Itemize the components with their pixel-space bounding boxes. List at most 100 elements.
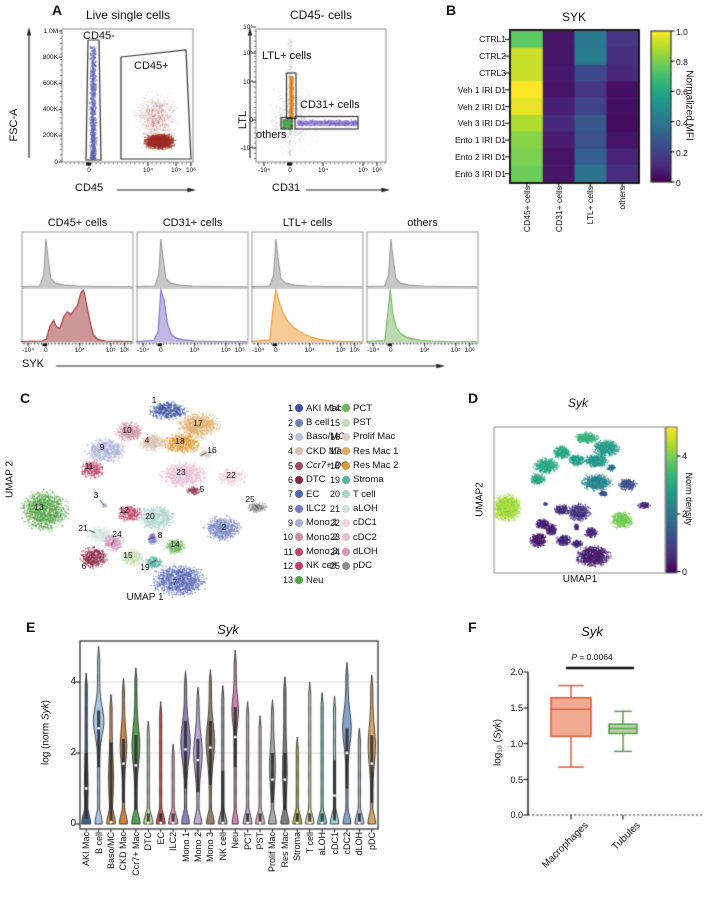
- legend-item-label: AKI Mac: [306, 402, 342, 414]
- box-pvalue-rest: = 0.0064: [576, 652, 613, 662]
- legend-item: 11 Mono 3: [280, 544, 348, 558]
- box-ytick: 0.5: [510, 774, 523, 785]
- histogram-xtick: 10⁵: [450, 347, 461, 354]
- legend-item-label: DTC: [306, 474, 326, 486]
- legend-item: 3 Baso/MC: [280, 430, 348, 444]
- legend-item-number: 15: [329, 417, 340, 428]
- legend-item-label: ILC2: [306, 503, 327, 515]
- legend-item-number: 12: [282, 560, 293, 571]
- legend-color-dot-icon: [295, 547, 303, 556]
- legend-item: 7 EC: [280, 487, 348, 501]
- violin-xlabel: DTC: [143, 831, 154, 851]
- legend-item-number: 25: [329, 560, 340, 571]
- heatmap-cbar-tick: 0.4: [676, 117, 688, 128]
- scatter1-xtick: 10⁴: [142, 167, 154, 174]
- gate-cd45neg-label: CD45-: [83, 30, 115, 42]
- legend-item: 9 Mono 1: [280, 516, 348, 530]
- box-ytick: 1.5: [510, 703, 523, 713]
- legend-item-label: aLOH: [353, 503, 378, 515]
- legend-item-label: PCT: [353, 402, 372, 414]
- heatmap-col-label: CD31+ cells: [553, 186, 564, 233]
- histogram-xtick: 0: [389, 347, 393, 354]
- legend-item: 18 Res Mac 2: [327, 458, 398, 472]
- legend-color-dot-icon: [342, 533, 350, 542]
- violin-ytick: 4: [70, 676, 76, 687]
- legend-color-dot-icon: [342, 447, 350, 456]
- legend-item: 21 aLOH: [327, 501, 398, 515]
- legend-item-number: 7: [287, 489, 293, 500]
- violin-xlabel: CKD Mac: [118, 831, 129, 871]
- density-umap-title: Syk: [567, 396, 588, 410]
- legend-item-label: EC: [306, 488, 320, 500]
- violin-xlabel: cDC2: [341, 831, 352, 855]
- violin-ylabel: log (norm Syk): [41, 678, 52, 788]
- legend-item: 17 Res Mac 1: [327, 444, 398, 458]
- legend-item-number: 11: [283, 546, 293, 557]
- umap-cluster-number: 2: [221, 522, 227, 532]
- heatmap-row-label: Ento 1 IRI D1: [454, 135, 506, 146]
- heatmap-title: SYK: [561, 10, 586, 24]
- violin-ytick: 0: [70, 818, 76, 829]
- violin-xlabel: Mono 1: [180, 831, 191, 862]
- panel-label-e: E: [26, 619, 36, 635]
- legend-color-dot-icon: [342, 561, 350, 570]
- heatmap-cbar-tick: 1.0: [676, 27, 688, 37]
- heatmap-cbar-tick: 0: [676, 178, 681, 188]
- umap-cluster-number: 20: [145, 511, 155, 521]
- umap-cluster-number: 10: [122, 425, 132, 435]
- violin-xlabel: aLOH: [317, 831, 328, 856]
- umap-cluster-number: 9: [99, 442, 105, 452]
- box-ytick: 0.0: [510, 810, 523, 820]
- legend-color-dot-icon: [295, 432, 303, 441]
- legend-item: 20 T cell: [327, 487, 398, 501]
- legend-item: 10 Mono 2: [280, 530, 348, 544]
- legend-item: 4 CKD Mac: [280, 444, 348, 458]
- scatter1-xtick: 10⁶: [186, 167, 196, 174]
- density-cbar-tick: 2: [682, 509, 688, 519]
- legend-item: 12 NK cell: [280, 559, 348, 573]
- scatter2-xtick: 10⁵: [358, 167, 368, 174]
- scatter1-xtick: 10⁵: [171, 167, 181, 174]
- histogram-xtick: 10⁴: [74, 347, 85, 354]
- histogram-xtick: -10⁴: [367, 347, 380, 354]
- legend-item-label: Res Mac 2: [353, 460, 399, 472]
- umap-cluster-number: 6: [81, 561, 87, 571]
- legend-item-label: dLOH: [353, 546, 378, 558]
- box-ytick: 1.0: [510, 738, 523, 749]
- legend-item-number: 5: [287, 460, 293, 471]
- legend-item: 19 Stroma: [327, 473, 398, 487]
- legend-item: 25 pDC: [327, 559, 398, 573]
- scatter2-xlabel: CD31: [272, 182, 301, 194]
- umap-cluster-number: 8: [157, 530, 163, 540]
- histogram-xtick: 10⁴: [419, 347, 430, 354]
- box-ylabel-suffix: ): [492, 719, 504, 723]
- legend-item: 8 ILC2: [280, 501, 348, 515]
- scatter2-ytick: 0: [249, 116, 253, 124]
- legend-color-dot-icon: [295, 447, 303, 456]
- violin-xlabel: ILC2: [168, 831, 179, 851]
- legend-item-label: Mono 3: [306, 546, 338, 558]
- violin-title: Syk: [217, 622, 239, 637]
- scatter1-ylabel: FSC-A: [8, 108, 20, 142]
- violin-xlabel: NK cell: [217, 831, 228, 861]
- heatmap-row-label: Ento 2 IRI D1: [454, 151, 506, 162]
- legend-item: 14 PCT: [327, 401, 398, 415]
- legend-item-number: 23: [329, 532, 340, 543]
- legend-item-number: 4: [287, 446, 293, 457]
- umap-d-xlabel: UMAP1: [562, 574, 598, 585]
- violin-xlabel: Res Mac: [279, 831, 290, 868]
- histogram-xlabel: SYK: [22, 358, 45, 370]
- panel-label-f: F: [468, 619, 477, 635]
- violin-xlabel: B cell: [93, 831, 104, 854]
- legend-item-label: PST: [353, 417, 372, 429]
- scatter2-ytick: 10⁴: [242, 78, 253, 86]
- heatmap-row-label: CTRL3: [479, 67, 506, 78]
- umap-cluster-number: 17: [193, 418, 203, 428]
- umap-cluster-number: 24: [112, 529, 122, 539]
- umap-c-xlabel: UMAP 1: [126, 592, 164, 603]
- umap-cluster-number: 15: [123, 550, 133, 560]
- umap-cluster-number: 7: [172, 577, 178, 587]
- legend-color-dot-icon: [342, 490, 350, 499]
- scatter1-ytick: 200K: [42, 132, 58, 140]
